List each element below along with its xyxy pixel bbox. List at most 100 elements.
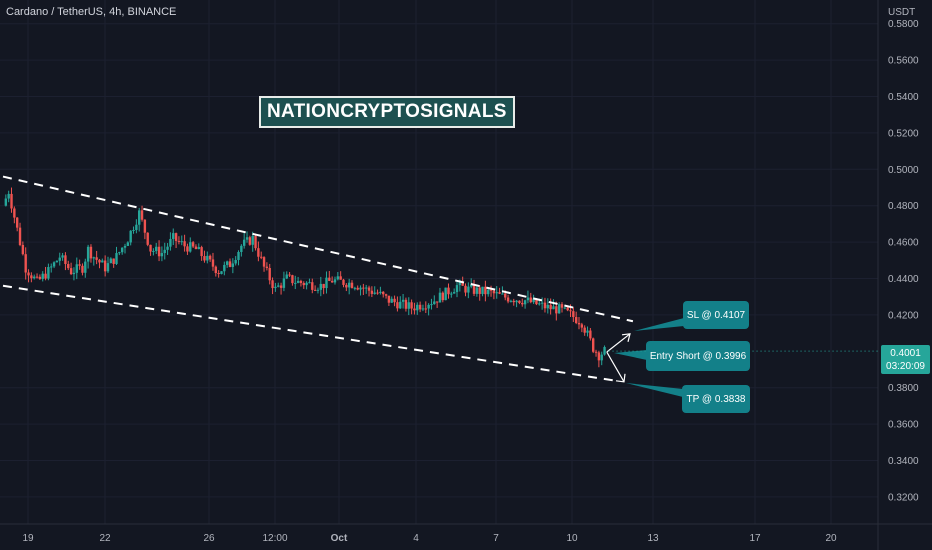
candle-up	[501, 293, 504, 295]
candle-up	[282, 278, 286, 288]
candle-up	[160, 253, 164, 257]
candle-up	[416, 304, 419, 311]
candle-down	[478, 287, 481, 294]
candle-up	[458, 281, 462, 286]
candle-up	[166, 246, 169, 250]
candle-up	[240, 245, 243, 252]
candle-down	[560, 304, 564, 308]
candle-down	[146, 232, 149, 245]
candle-up	[274, 286, 277, 289]
time-tick-label: 26	[203, 533, 215, 544]
upper-channel-line	[2, 175, 634, 323]
stop-loss-arrowhead	[621, 333, 631, 342]
candle-up	[109, 258, 113, 264]
candle-up	[55, 260, 59, 263]
candle-up	[427, 304, 430, 309]
candle-down	[95, 257, 98, 260]
candle-up	[444, 287, 447, 301]
candle-down	[597, 352, 601, 361]
candle-up	[532, 298, 535, 303]
candle-up	[61, 255, 64, 258]
candle-down	[461, 281, 464, 286]
price-tick-label: 0.4400	[888, 274, 919, 285]
candle-up	[333, 279, 337, 283]
candle-up	[33, 276, 36, 279]
candle-down	[328, 277, 331, 281]
candle-up	[138, 210, 141, 225]
candle-down	[447, 287, 450, 295]
candle-down	[574, 317, 578, 323]
candle-up	[7, 193, 10, 199]
candle-up	[132, 229, 135, 231]
candle-up	[242, 239, 246, 246]
take-profit-arrowhead	[615, 373, 626, 383]
candle-up	[475, 287, 479, 294]
candle-up	[552, 306, 555, 310]
candle-down	[10, 193, 13, 209]
time-tick-label: 4	[413, 533, 419, 544]
candle-up	[316, 289, 320, 291]
candle-down	[362, 287, 365, 289]
candle-up	[101, 260, 104, 263]
candle-up	[47, 267, 50, 279]
candle-down	[271, 280, 274, 289]
candle-up	[135, 224, 138, 230]
candle-down	[149, 244, 152, 252]
candle-up	[546, 304, 549, 309]
candle-down	[268, 267, 271, 281]
price-tick-label: 0.3800	[888, 383, 919, 394]
candle-up	[401, 299, 405, 302]
candle-down	[67, 263, 70, 269]
candle-up	[296, 280, 300, 283]
candle-down	[424, 308, 427, 310]
candle-down	[38, 276, 42, 279]
candle-down	[339, 276, 342, 280]
candle-up	[52, 262, 56, 267]
candle-down	[387, 295, 391, 303]
price-tick-label: 0.5400	[888, 92, 919, 103]
candle-down	[81, 265, 84, 273]
candle-up	[92, 257, 95, 259]
candle-up	[169, 238, 172, 247]
candle-down	[214, 266, 218, 274]
candle-down	[396, 302, 399, 309]
candle-down	[577, 322, 581, 325]
watermark-logo: NATIONCRYPTOSIGNALS	[259, 96, 515, 128]
price-tick-label: 0.3200	[888, 492, 919, 503]
price-tick-label: 0.3400	[888, 456, 919, 467]
candle-up	[152, 250, 155, 252]
time-tick-label: 17	[749, 533, 761, 544]
lower-channel-line	[2, 284, 617, 382]
candle-down	[262, 257, 266, 267]
candle-down	[186, 246, 189, 252]
candle-down	[518, 300, 521, 303]
candle-down	[330, 280, 334, 283]
candle-down	[589, 330, 592, 339]
candle-up	[495, 292, 498, 294]
candle-down	[260, 256, 263, 258]
candle-down	[208, 255, 212, 260]
candle-up	[223, 264, 226, 272]
entry-short-label: Entry Short @ 0.3996	[646, 341, 750, 371]
last-price-tag: 0.4001 03:20:09	[881, 345, 930, 374]
price-tick-label: 0.4600	[888, 238, 919, 249]
candle-up	[557, 304, 561, 314]
take-profit-arrow	[606, 351, 625, 383]
candle-up	[452, 292, 456, 294]
candle-down	[299, 280, 303, 284]
candle-down	[21, 244, 25, 255]
candle-down	[279, 285, 283, 288]
candle-up	[359, 287, 362, 290]
candle-down	[555, 306, 558, 314]
candle-down	[13, 208, 16, 218]
candle-down	[472, 284, 476, 294]
candle-up	[118, 252, 121, 254]
candle-up	[319, 283, 322, 290]
candle-down	[435, 301, 439, 303]
candle-up	[399, 301, 402, 309]
candle-up	[123, 245, 127, 248]
last-price-value: 0.4001	[890, 348, 921, 359]
candle-up	[308, 282, 311, 284]
candle-up	[336, 276, 340, 280]
